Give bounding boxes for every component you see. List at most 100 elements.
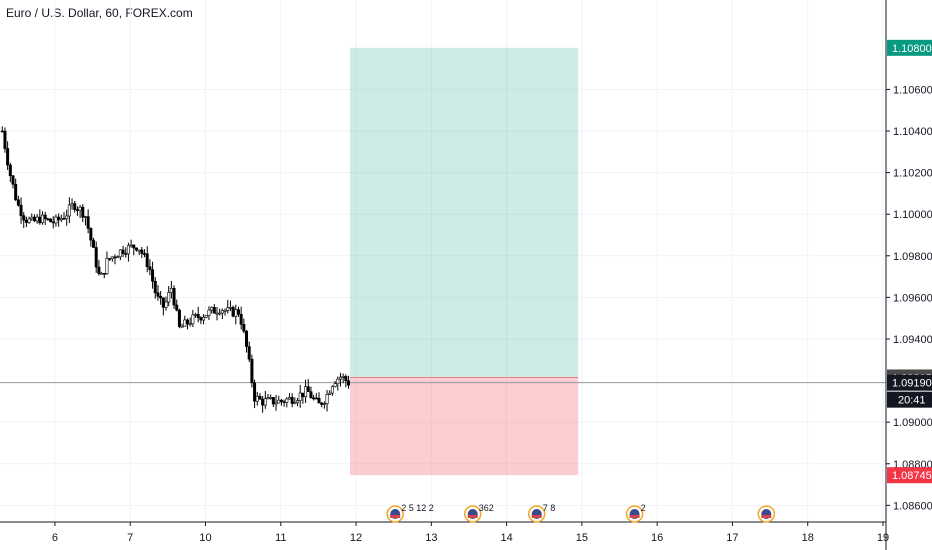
candle [151,261,155,289]
candle-body [22,215,26,221]
candle [102,272,106,279]
economic-events: 2 5 12 2 362 7 8 2 [386,503,776,523]
candle-body [169,288,173,293]
time-tick-label: 10 [199,532,211,544]
candle [134,247,138,252]
price-badge-label: 1.10800 [892,43,932,55]
candle [347,375,351,389]
time-axis: 6 7 10 11 12 13 14 15 16 17 18 19 [52,522,889,544]
candle-body [304,386,308,398]
candle [16,195,20,207]
candle-body [290,397,294,404]
candle-body [314,397,318,400]
candle [27,216,31,224]
candle [271,396,275,407]
candle [35,214,39,224]
candle-body [73,203,77,210]
time-tick-label: 13 [425,532,437,544]
candle-body [67,204,71,217]
candle [14,178,18,202]
candle-body [263,398,267,406]
time-tick-label: 7 [127,532,133,544]
candle [312,394,316,401]
candle-body [30,216,34,220]
candle-body [188,323,192,326]
candle-body [347,380,351,386]
candle-body [207,309,211,316]
candle [320,401,324,408]
candle-body [309,391,313,399]
candle [328,390,332,396]
candle [194,312,198,318]
candle [126,242,130,262]
candle-body [298,392,302,401]
candle-body [172,288,176,306]
candle [253,379,257,409]
candle-body [27,218,31,223]
event-flag-stripe [467,515,478,518]
candle-body [100,272,104,275]
candle [322,401,326,409]
candle [314,393,318,400]
candle-body [137,249,141,252]
candle-body [102,272,106,275]
candle [239,306,243,330]
candle [188,317,192,327]
candle [62,212,66,220]
candle-body [116,256,120,259]
countdown-bg [887,391,932,408]
candle-body [57,216,61,221]
candle-body [0,130,4,133]
candle-body [24,219,28,223]
candle-body [161,297,165,308]
candle-body [134,247,138,251]
time-tick-label: 14 [500,532,512,544]
candle-body [108,258,112,260]
candle [266,393,270,400]
candle-body [255,395,259,402]
candle [24,216,28,228]
price-badge: 1.10800 [887,39,932,56]
candle [250,354,254,388]
candle-body [271,397,275,405]
candle-body [75,209,79,211]
candle-body [121,249,125,254]
candle-body [14,183,18,201]
candle [180,323,184,328]
candle [215,307,219,321]
candle-body [8,164,12,177]
candle-body [143,253,147,255]
candle-body [151,269,155,282]
candle-body [6,148,10,166]
candle-body [274,402,278,405]
candle [223,308,227,316]
candle-body [293,402,297,404]
candle [164,296,168,311]
candle-body [118,249,122,258]
price-badge-label: 1.09190 [892,378,932,390]
candle-body [148,266,152,271]
candle [161,297,165,316]
candle [41,211,45,225]
candle-body [11,175,15,185]
candle [0,126,4,133]
candle-body [301,392,305,398]
candle [140,246,144,259]
candle [145,246,149,273]
candle [298,385,302,408]
candle [43,211,47,226]
candle-body [306,386,310,393]
candle [185,318,189,330]
candle [132,244,136,256]
candle [309,386,313,399]
candle [287,393,291,400]
candle-body [159,296,163,299]
candle [330,385,334,396]
candle-body [175,304,179,311]
candle-body [124,253,128,255]
candle-body [180,325,184,328]
candle-body [285,398,289,403]
time-tick-label: 19 [877,532,889,544]
candle [67,197,71,224]
